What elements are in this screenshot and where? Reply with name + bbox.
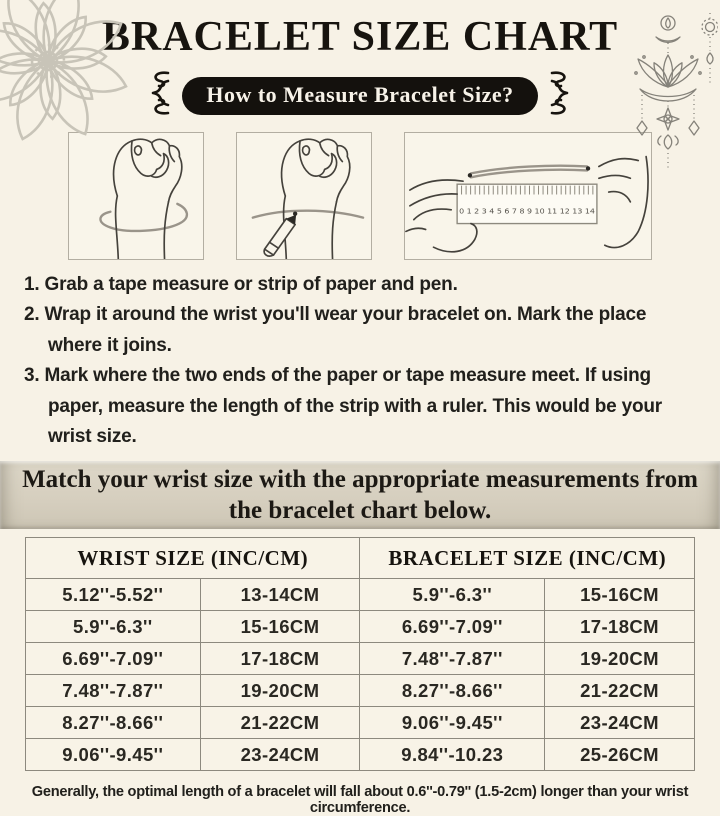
how-to-measure-badge-row: How to Measure Bracelet Size? xyxy=(0,70,720,121)
instruction-step-2: 2. Wrap it around the wrist you'll wear … xyxy=(24,304,647,356)
table-cell: 6.69''-7.09'' xyxy=(25,642,201,676)
ruler-numbers: 0 1 2 3 4 5 6 7 8 9 10 11 12 13 14 xyxy=(459,207,595,216)
instruction-step-1: 1. Grab a tape measure or strip of paper… xyxy=(24,274,458,295)
table-cell: 9.06''-9.45'' xyxy=(25,738,201,772)
table-cell: 17-18CM xyxy=(544,610,695,644)
table-cell: 13-14CM xyxy=(199,578,361,612)
table-cell: 9.06''-9.45'' xyxy=(359,706,546,740)
table-cell: 5.12''-5.52'' xyxy=(25,578,201,612)
ruler-measure-illustration: 0 1 2 3 4 5 6 7 8 9 10 11 12 13 14 xyxy=(404,132,652,260)
table-row: 6.69''-7.09'' 17-18CM 7.48''-7.87'' 19-2… xyxy=(25,642,695,676)
bracelet-size-table: WRIST SIZE (INC/CM) BRACELET SIZE (INC/C… xyxy=(24,537,695,772)
table-cell: 15-16CM xyxy=(199,610,361,644)
table-header-row: WRIST SIZE (INC/CM) BRACELET SIZE (INC/C… xyxy=(24,537,695,580)
table-cell: 5.9''-6.3'' xyxy=(25,610,201,644)
mark-wrist-illustration xyxy=(236,132,372,260)
match-size-banner: Match your wrist size with the appropria… xyxy=(0,461,720,530)
illustration-row: 0 1 2 3 4 5 6 7 8 9 10 11 12 13 14 xyxy=(0,132,720,260)
size-table-section: WRIST SIZE (INC/CM) BRACELET SIZE (INC/C… xyxy=(24,537,695,772)
table-row: 5.9''-6.3'' 15-16CM 6.69''-7.09'' 17-18C… xyxy=(25,610,695,644)
wrap-wrist-illustration xyxy=(68,132,204,260)
table-cell: 7.48''-7.87'' xyxy=(359,642,546,676)
table-cell: 8.27''-8.66'' xyxy=(359,674,546,708)
table-cell: 9.84''-10.23 xyxy=(359,738,546,772)
table-cell: 8.27''-8.66'' xyxy=(25,706,201,740)
measure-instructions: 1. Grab a tape measure or strip of paper… xyxy=(24,270,696,452)
table-row: 8.27''-8.66'' 21-22CM 9.06''-9.45'' 23-2… xyxy=(25,706,695,740)
table-row: 9.06''-9.45'' 23-24CM 9.84''-10.23 25-26… xyxy=(25,738,695,772)
bracelet-size-header: BRACELET SIZE (INC/CM) xyxy=(359,537,695,580)
instruction-step-3: 3. Mark where the two ends of the paper … xyxy=(24,365,662,447)
table-cell: 17-18CM xyxy=(199,642,361,676)
table-cell: 19-20CM xyxy=(199,674,361,708)
table-cell: 25-26CM xyxy=(544,738,695,772)
table-row: 7.48''-7.87'' 19-20CM 8.27''-8.66'' 21-2… xyxy=(25,674,695,708)
footer-note: Generally, the optimal length of a brace… xyxy=(31,784,689,816)
table-row: 5.12''-5.52'' 13-14CM 5.9''-6.3'' 15-16C… xyxy=(25,578,695,612)
page-title: BRACELET SIZE CHART xyxy=(101,14,619,60)
table-cell: 5.9''-6.3'' xyxy=(359,578,546,612)
table-cell: 15-16CM xyxy=(544,578,695,612)
table-cell: 19-20CM xyxy=(544,642,695,676)
table-cell: 21-22CM xyxy=(199,706,361,740)
table-cell: 23-24CM xyxy=(199,738,361,772)
wrist-size-header: WRIST SIZE (INC/CM) xyxy=(24,537,361,580)
table-cell: 6.69''-7.09'' xyxy=(359,610,546,644)
table-cell: 23-24CM xyxy=(544,706,695,740)
table-cell: 7.48''-7.87'' xyxy=(25,674,201,708)
left-swirl-bracket-icon xyxy=(138,70,172,121)
how-to-measure-badge: How to Measure Bracelet Size? xyxy=(182,76,538,115)
table-cell: 21-22CM xyxy=(544,674,695,708)
right-swirl-bracket-icon xyxy=(548,70,582,121)
match-size-banner-text: Match your wrist size with the appropria… xyxy=(22,465,698,525)
